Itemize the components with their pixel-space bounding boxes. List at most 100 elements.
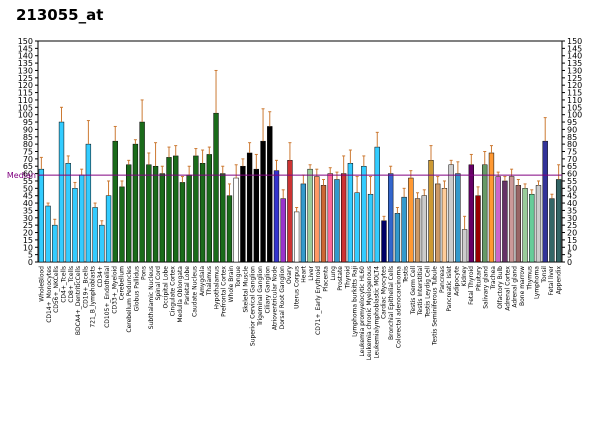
bar — [340, 173, 347, 263]
bar — [327, 173, 333, 263]
y-tick-label-left: 110 — [18, 96, 33, 105]
y-tick-label-left: 15 — [23, 236, 33, 245]
category-label: Trachea — [490, 266, 497, 291]
category-label: Amygdala — [199, 266, 206, 296]
y-tick-label-right: 60 — [567, 170, 577, 179]
y-tick-label-left: 135 — [18, 59, 33, 68]
y-tick-label-left: 30 — [23, 214, 33, 223]
category-label: Cerebellum — [119, 266, 126, 301]
category-label: Fetal Thyroid — [468, 266, 475, 305]
y-tick-label-right: 95 — [567, 118, 577, 127]
category-label: Leukemialymphoblastic MOLT4 — [373, 266, 380, 359]
y-tick-label-right: 15 — [567, 236, 577, 245]
y-tick-label-left: 60 — [23, 170, 33, 179]
bar — [45, 205, 51, 263]
category-label: Thymus — [526, 266, 533, 291]
bar — [287, 160, 293, 263]
category-label: Cingulate Cortex — [170, 266, 177, 317]
category-label: Lymphoma — [534, 266, 541, 299]
category-label: CD4+_Tcells — [60, 266, 67, 303]
category-label: Heart — [301, 265, 308, 282]
y-tick-label-right: 35 — [567, 206, 577, 215]
bar — [58, 121, 65, 263]
category-label: Cardiac Myocytes — [381, 266, 388, 319]
bar — [65, 163, 71, 263]
category-label: Skeletal Muscle — [242, 266, 249, 313]
bar — [139, 121, 145, 263]
bar — [529, 193, 535, 263]
bar — [233, 177, 239, 263]
bar — [206, 154, 212, 263]
category-label: Testis Seminiferous Tubule — [432, 266, 439, 346]
y-tick-label-left: 80 — [23, 140, 33, 149]
category-label: Lung — [330, 266, 337, 281]
y-tick-label-left: 130 — [18, 66, 33, 75]
y-tick-label-left: 20 — [23, 229, 33, 238]
y-tick-label-left: 95 — [23, 118, 33, 127]
y-tick-label-right: 85 — [567, 133, 577, 142]
bar — [428, 160, 434, 263]
y-tick-label-right: 140 — [567, 52, 582, 61]
bar — [92, 207, 98, 263]
y-tick-label-right: 150 — [567, 37, 582, 46]
category-label: Trigeminal Ganglion — [257, 266, 264, 327]
y-tick-label-left: 70 — [23, 155, 33, 164]
bar — [361, 165, 367, 263]
category-label: CD8+_Tcells — [68, 266, 75, 303]
bar — [293, 211, 300, 263]
y-tick-label-right: 80 — [567, 140, 577, 149]
category-label: Leukemia promyelocytic HL60 — [359, 266, 366, 357]
category-label: Adipocyte — [453, 266, 460, 296]
bar — [78, 174, 85, 263]
y-tick-label-left: 140 — [18, 52, 33, 61]
bar — [240, 165, 246, 263]
bar — [253, 168, 260, 263]
bar — [367, 193, 374, 263]
category-label: Ciliary Ganglion — [264, 266, 271, 314]
bar — [300, 183, 307, 263]
y-tick-label-right: 135 — [567, 59, 582, 68]
category-label: Globus Pallidus — [133, 266, 140, 311]
bar — [179, 182, 186, 263]
y-tick-label-left: 0 — [28, 258, 33, 267]
bar — [401, 196, 407, 263]
y-tick-label-right: 145 — [567, 44, 582, 53]
bar — [421, 195, 427, 263]
category-label: Uterus Corpus — [293, 266, 300, 309]
category-label: CD33+_Myeloid — [111, 266, 118, 314]
bar — [193, 155, 199, 263]
y-tick-label-right: 105 — [567, 103, 582, 112]
bar — [435, 183, 441, 263]
y-tick-label-left: 55 — [23, 177, 33, 186]
bar — [226, 195, 233, 263]
bar — [320, 185, 327, 263]
bar — [85, 143, 92, 263]
category-label: Bronchial Epithelial Cells — [388, 266, 395, 340]
category-label: Bone marrow — [519, 266, 526, 306]
y-tick-label-left: 100 — [18, 111, 33, 120]
bar — [347, 163, 354, 263]
bar — [334, 179, 340, 263]
category-label: Adrenal Cortex — [504, 266, 511, 311]
category-label: Thyroid — [344, 266, 351, 290]
bar — [354, 192, 360, 263]
category-label: CD105+_Endothelial — [104, 266, 111, 328]
category-label: Olfactory Bulb — [497, 266, 504, 309]
category-label: Testis — [403, 266, 410, 284]
bar — [522, 188, 528, 263]
category-label: Hypothalamus — [213, 266, 220, 310]
category-label: Testis Germ Cell — [410, 266, 417, 316]
category-label: Whole Brain — [228, 266, 235, 303]
bar — [394, 213, 401, 263]
y-tick-label-right: 50 — [567, 184, 577, 193]
y-tick-label-right: 90 — [567, 125, 577, 134]
bar — [186, 174, 192, 263]
category-label: Prefrontal Cortex — [221, 266, 228, 317]
category-label: WholeBlood — [39, 266, 46, 302]
category-label: Ovary — [286, 266, 293, 284]
y-tick-label-right: 30 — [567, 214, 577, 223]
category-label: Cerebellum Peduncles — [126, 266, 133, 333]
bar — [475, 195, 481, 263]
y-tick-label-right: 65 — [567, 162, 577, 171]
y-tick-label-right: 70 — [567, 155, 577, 164]
